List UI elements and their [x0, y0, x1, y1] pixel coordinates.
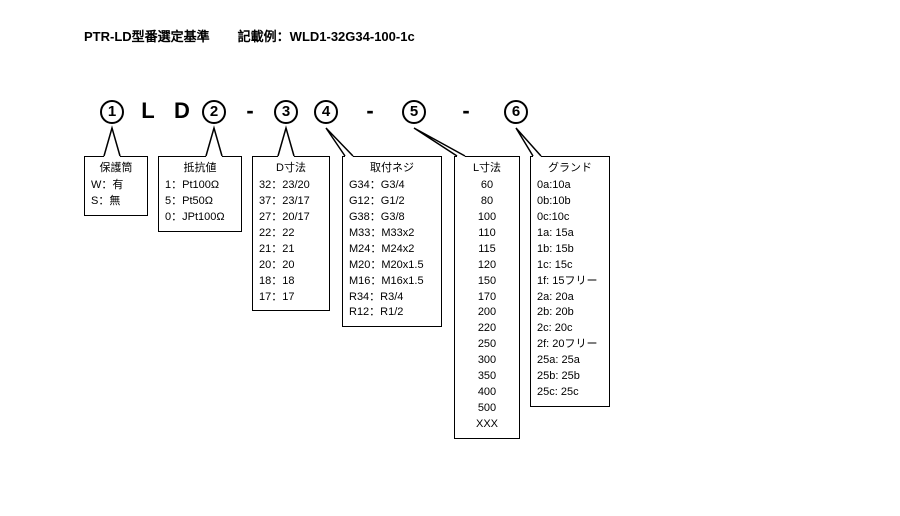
box-row: R12：R1/2 [349, 305, 435, 321]
box-row: 0c:10c [537, 210, 603, 226]
box-row: XXX [461, 417, 513, 433]
box6: グランド0a:10a0b:10b0c:10c1a: 15a1b: 15b1c: … [530, 156, 610, 407]
box-row: 150 [461, 274, 513, 290]
box-row: 60 [461, 178, 513, 194]
box-row: M33：M33x2 [349, 226, 435, 242]
box1: 保護筒W：有S：無 [84, 156, 148, 216]
box-row: 500 [461, 401, 513, 417]
box-row: 170 [461, 290, 513, 306]
box-row: 1c: 15c [537, 258, 603, 274]
box-title: 保護筒 [91, 161, 141, 177]
box-row: 250 [461, 337, 513, 353]
box-row: 37：23/17 [259, 194, 323, 210]
box-row: 110 [461, 226, 513, 242]
box3: D寸法32：23/2037：23/1727：20/1722：2221：2120：… [252, 156, 330, 311]
box-row: M24：M24x2 [349, 242, 435, 258]
part-number-pattern: 1LD2-34-5-6 [0, 98, 900, 128]
box-row: 22：22 [259, 226, 323, 242]
pattern-token: - [452, 98, 480, 124]
pattern-token: 3 [272, 98, 300, 124]
box-row: 32：23/20 [259, 178, 323, 194]
box-title: D寸法 [259, 161, 323, 177]
box-row: 1f: 15フリー [537, 274, 603, 290]
box5: L寸法6080100110115120150170200220250300350… [454, 156, 520, 439]
title-main: PTR-LD型番選定基準 [84, 29, 210, 44]
box-row: 25b: 25b [537, 369, 603, 385]
box-row: 100 [461, 210, 513, 226]
box-row: 27：20/17 [259, 210, 323, 226]
box-row: 2b: 20b [537, 305, 603, 321]
box-row: 300 [461, 353, 513, 369]
pattern-token: D [168, 98, 196, 124]
box-row: 20：20 [259, 258, 323, 274]
box-row: 21：21 [259, 242, 323, 258]
box-row: M20：M20x1.5 [349, 258, 435, 274]
box-row: M16：M16x1.5 [349, 274, 435, 290]
box-row: 1a: 15a [537, 226, 603, 242]
pattern-token: 5 [400, 98, 428, 124]
pattern-token: 4 [312, 98, 340, 124]
box-row: 2c: 20c [537, 321, 603, 337]
box-row: 120 [461, 258, 513, 274]
box-row: R34：R3/4 [349, 290, 435, 306]
box-title: L寸法 [461, 161, 513, 177]
title-example: 記載例：WLD1-32G34-100-1c [238, 29, 415, 44]
box-row: 0a:10a [537, 178, 603, 194]
box4: 取付ネジG34：G3/4G12：G1/2G38：G3/8M33：M33x2M24… [342, 156, 442, 327]
page-title: PTR-LD型番選定基準 記載例：WLD1-32G34-100-1c [84, 26, 415, 45]
box-row: 25c: 25c [537, 385, 603, 401]
pattern-token: 1 [98, 98, 126, 124]
box-row: 220 [461, 321, 513, 337]
box-row: G12：G1/2 [349, 194, 435, 210]
box-title: 抵抗値 [165, 161, 235, 177]
box2: 抵抗値1：Pt100Ω5：Pt50Ω0：JPt100Ω [158, 156, 242, 232]
box-row: 0：JPt100Ω [165, 210, 235, 226]
box-title: 取付ネジ [349, 161, 435, 177]
box-row: 350 [461, 369, 513, 385]
pattern-token: - [236, 98, 264, 124]
box-row: 115 [461, 242, 513, 258]
box-row: 2f: 20フリー [537, 337, 603, 353]
box-row: W：有 [91, 178, 141, 194]
box-title: グランド [537, 161, 603, 177]
box-row: G38：G3/8 [349, 210, 435, 226]
box-row: S：無 [91, 194, 141, 210]
box-row: 200 [461, 305, 513, 321]
pointer [496, 126, 630, 160]
box-row: 400 [461, 385, 513, 401]
box-row: 2a: 20a [537, 290, 603, 306]
box-row: 25a: 25a [537, 353, 603, 369]
box-row: 18：18 [259, 274, 323, 290]
pattern-token: - [356, 98, 384, 124]
box-row: 17：17 [259, 290, 323, 306]
pattern-token: 2 [200, 98, 228, 124]
box-row: 1：Pt100Ω [165, 178, 235, 194]
box-row: G34：G3/4 [349, 178, 435, 194]
pattern-token: L [134, 98, 162, 124]
box-row: 80 [461, 194, 513, 210]
pattern-token: 6 [502, 98, 530, 124]
box-row: 5：Pt50Ω [165, 194, 235, 210]
box-row: 0b:10b [537, 194, 603, 210]
box-row: 1b: 15b [537, 242, 603, 258]
